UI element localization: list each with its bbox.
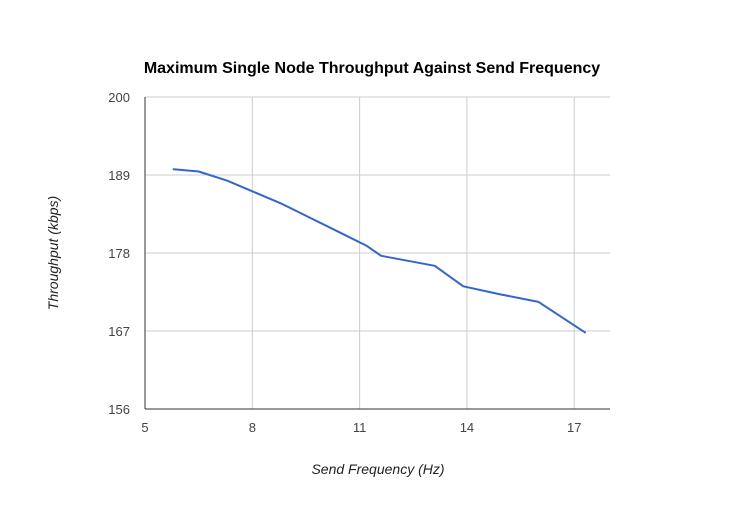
y-tick-label: 189 (108, 168, 130, 183)
series-line (172, 168, 586, 334)
y-tick-labels: 156 167 178 189 200 (108, 90, 130, 417)
x-tick-label: 14 (460, 420, 474, 435)
x-tick-label: 11 (353, 420, 367, 435)
chart-title: Maximum Single Node Throughput Against S… (144, 60, 600, 77)
y-tick-label: 167 (108, 324, 130, 339)
x-tick-labels: 5 8 11 14 17 (141, 420, 581, 435)
x-tick-label: 8 (249, 420, 256, 435)
y-tick-label: 200 (108, 90, 130, 105)
horizontal-gridlines (145, 96, 610, 332)
x-tick-label: 5 (141, 420, 148, 435)
y-axis-label: Throughput (kbps) (45, 196, 61, 310)
x-axis-label: Send Frequency (Hz) (311, 461, 444, 477)
x-tick-label: 17 (567, 420, 581, 435)
y-tick-label: 178 (108, 246, 130, 261)
y-tick-label: 156 (108, 402, 130, 417)
